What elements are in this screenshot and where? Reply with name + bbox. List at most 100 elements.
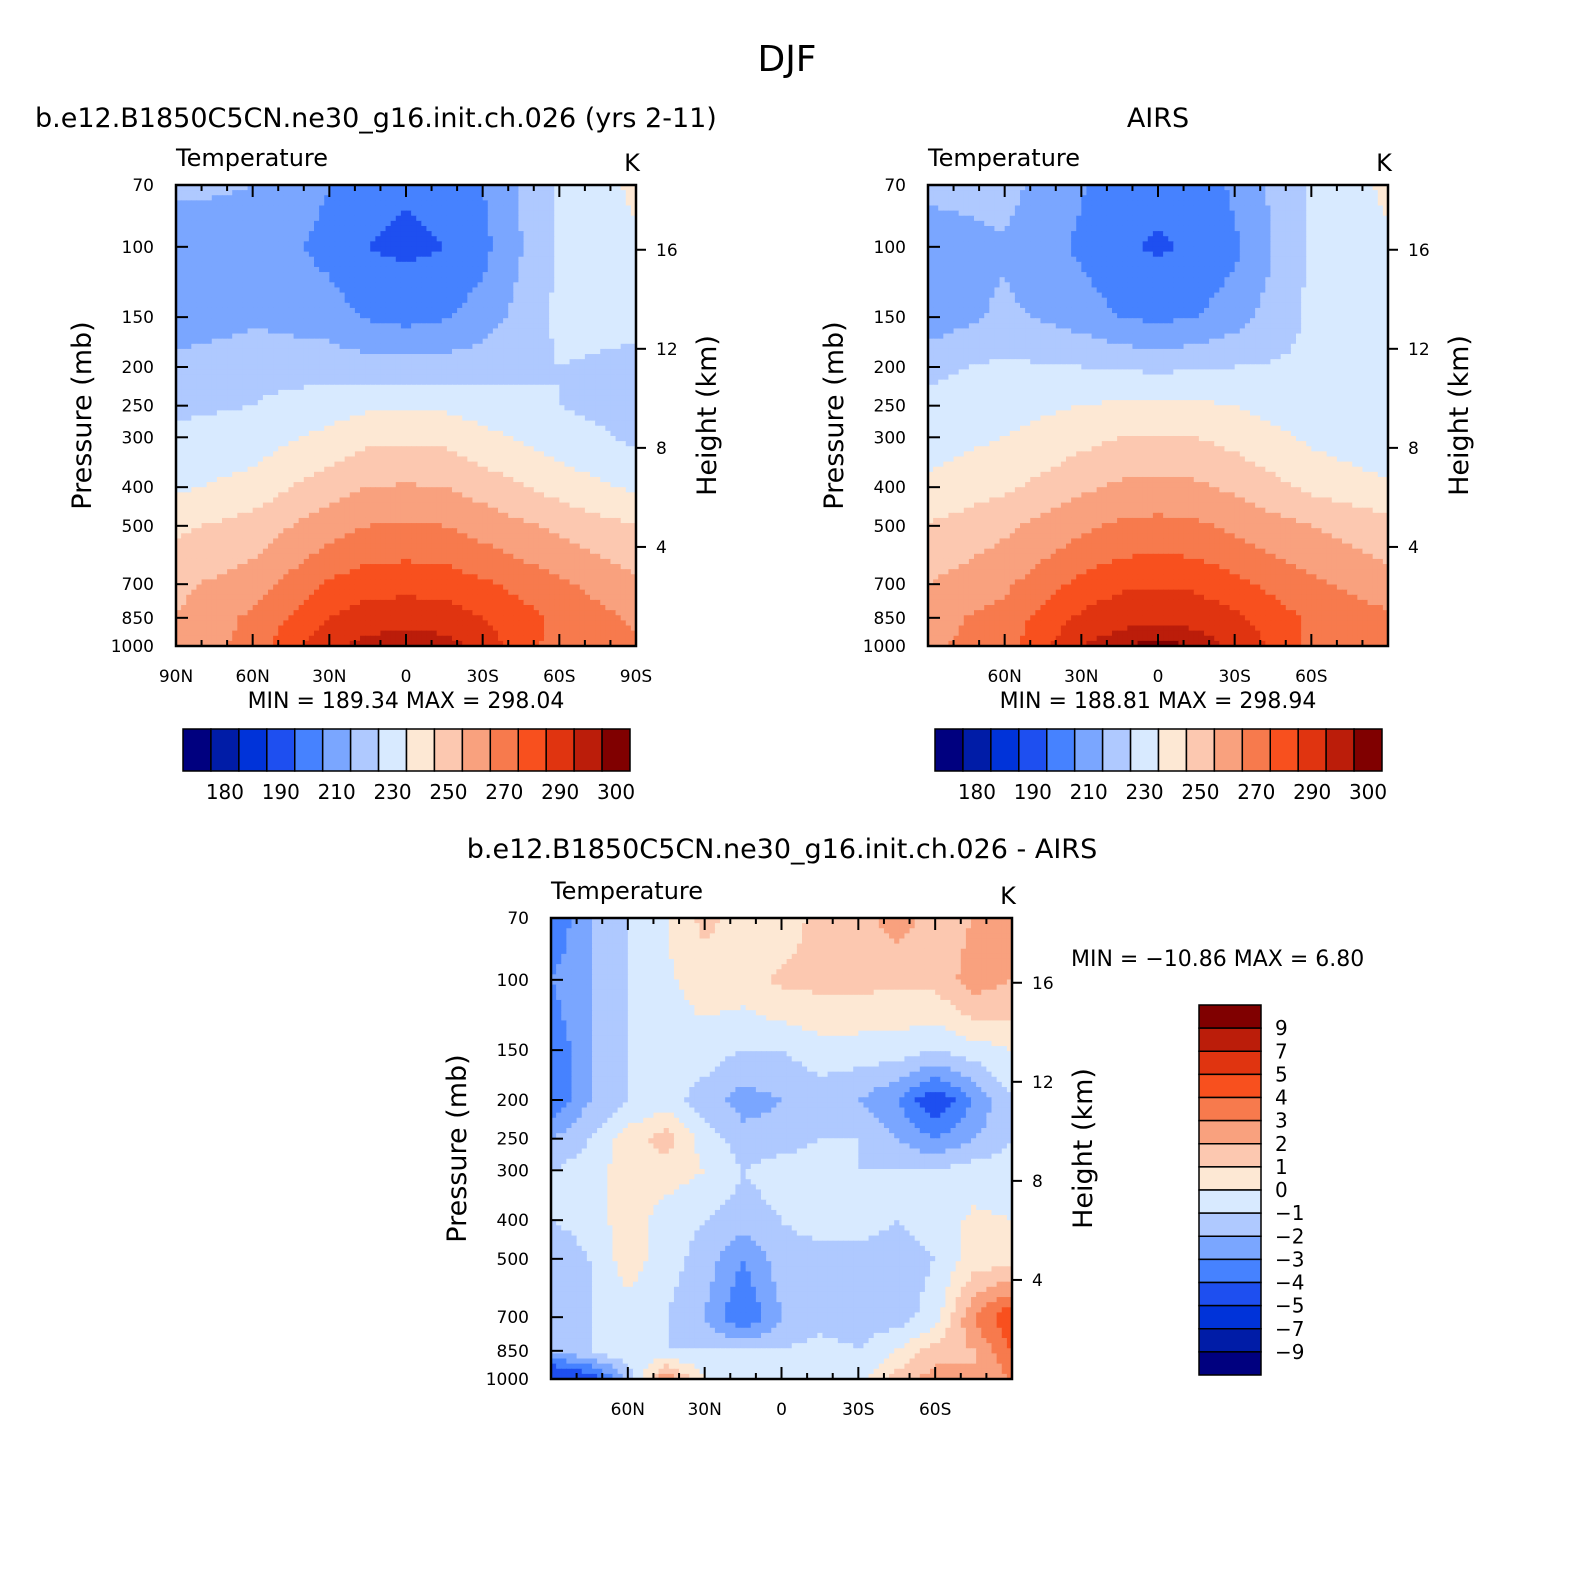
contour-cell: [365, 364, 371, 370]
contour-cell: [483, 354, 489, 360]
contour-cell: [610, 226, 616, 232]
contour-cell: [391, 236, 397, 242]
contour-cell: [580, 241, 586, 247]
contour-cell: [503, 226, 509, 232]
contour-cell: [304, 426, 310, 432]
contour-cell: [621, 369, 627, 375]
contour-cell: [467, 405, 473, 411]
contour-cell: [222, 426, 228, 432]
contour-cell: [345, 262, 351, 268]
contour-cell: [626, 375, 632, 381]
contour-cell: [432, 293, 438, 299]
contour-cell: [334, 318, 340, 324]
contour-cell: [524, 262, 530, 268]
contour-cell: [375, 226, 381, 232]
contour-cell: [334, 262, 340, 268]
contour-cell: [493, 421, 499, 427]
contour-cell: [386, 456, 392, 462]
contour-cell: [391, 421, 397, 427]
contour-cell: [273, 298, 279, 304]
contour-cell: [207, 380, 213, 386]
contour-cell: [181, 205, 187, 211]
contour-cell: [406, 246, 412, 252]
contour-cell: [478, 298, 484, 304]
contour-cell: [442, 339, 448, 345]
contour-cell: [503, 272, 509, 278]
contour-cell: [488, 436, 494, 442]
contour-cell: [334, 349, 340, 355]
contour-cell: [478, 339, 484, 345]
contour-cell: [549, 293, 555, 299]
contour-cell: [237, 349, 243, 355]
contour-cell: [416, 328, 422, 334]
contour-cell: [467, 354, 473, 360]
contour-cell: [304, 318, 310, 324]
contour-cell: [227, 257, 233, 263]
contour-cell: [585, 257, 591, 263]
contour-cell: [181, 380, 187, 386]
contour-cell: [580, 456, 586, 462]
contour-cell: [488, 190, 494, 196]
contour-cell: [396, 456, 402, 462]
contour-cell: [493, 282, 499, 288]
contour-cell: [304, 303, 310, 309]
contour-cell: [447, 349, 453, 355]
contour-cell: [401, 277, 407, 283]
contour-cell: [585, 349, 591, 355]
contour-cell: [232, 451, 238, 457]
contour-cell: [294, 410, 300, 416]
contour-cell: [283, 236, 289, 242]
contour-cell: [288, 236, 294, 242]
contour-cell: [605, 313, 611, 319]
contour-cell: [452, 410, 458, 416]
contour-cell: [391, 456, 397, 462]
contour-cell: [181, 231, 187, 237]
contour-cell: [554, 200, 560, 206]
contour-cell: [360, 277, 366, 283]
contour-cell: [258, 221, 264, 227]
contour-cell: [621, 410, 627, 416]
contour-cell: [621, 339, 627, 345]
contour-cell: [340, 293, 346, 299]
contour-cell: [442, 257, 448, 263]
contour-cell: [196, 231, 202, 237]
contour-cell: [334, 190, 340, 196]
contour-cell: [411, 436, 417, 442]
contour-cell: [534, 216, 540, 222]
contour-cell: [483, 405, 489, 411]
contour-cell: [294, 369, 300, 375]
contour-cell: [345, 416, 351, 422]
contour-cell: [421, 298, 427, 304]
contour-cell: [196, 216, 202, 222]
contour-cell: [539, 359, 545, 365]
contour-cell: [309, 231, 315, 237]
contour-cell: [242, 390, 248, 396]
contour-cell: [273, 226, 279, 232]
contour-cell: [549, 354, 555, 360]
contour-cell: [350, 344, 356, 350]
contour-cell: [549, 446, 555, 452]
contour-cell: [549, 441, 555, 447]
contour-cell: [360, 262, 366, 268]
contour-cell: [411, 426, 417, 432]
contour-cell: [324, 211, 330, 217]
contour-cell: [309, 195, 315, 201]
contour-cell: [498, 190, 504, 196]
contour-cell: [544, 328, 550, 334]
contour-cell: [329, 364, 335, 370]
contour-cell: [406, 390, 412, 396]
contour-cell: [549, 318, 555, 324]
contour-cell: [447, 334, 453, 340]
contour-cell: [590, 431, 596, 437]
contour-cell: [345, 369, 351, 375]
contour-cell: [350, 272, 356, 278]
contour-cell: [196, 390, 202, 396]
contour-cell: [309, 359, 315, 365]
contour-cell: [278, 267, 284, 273]
contour-cell: [263, 231, 269, 237]
contour-cell: [600, 416, 606, 422]
contour-cell: [350, 349, 356, 355]
contour-cell: [278, 277, 284, 283]
contour-cell: [554, 205, 560, 211]
contour-cell: [324, 231, 330, 237]
